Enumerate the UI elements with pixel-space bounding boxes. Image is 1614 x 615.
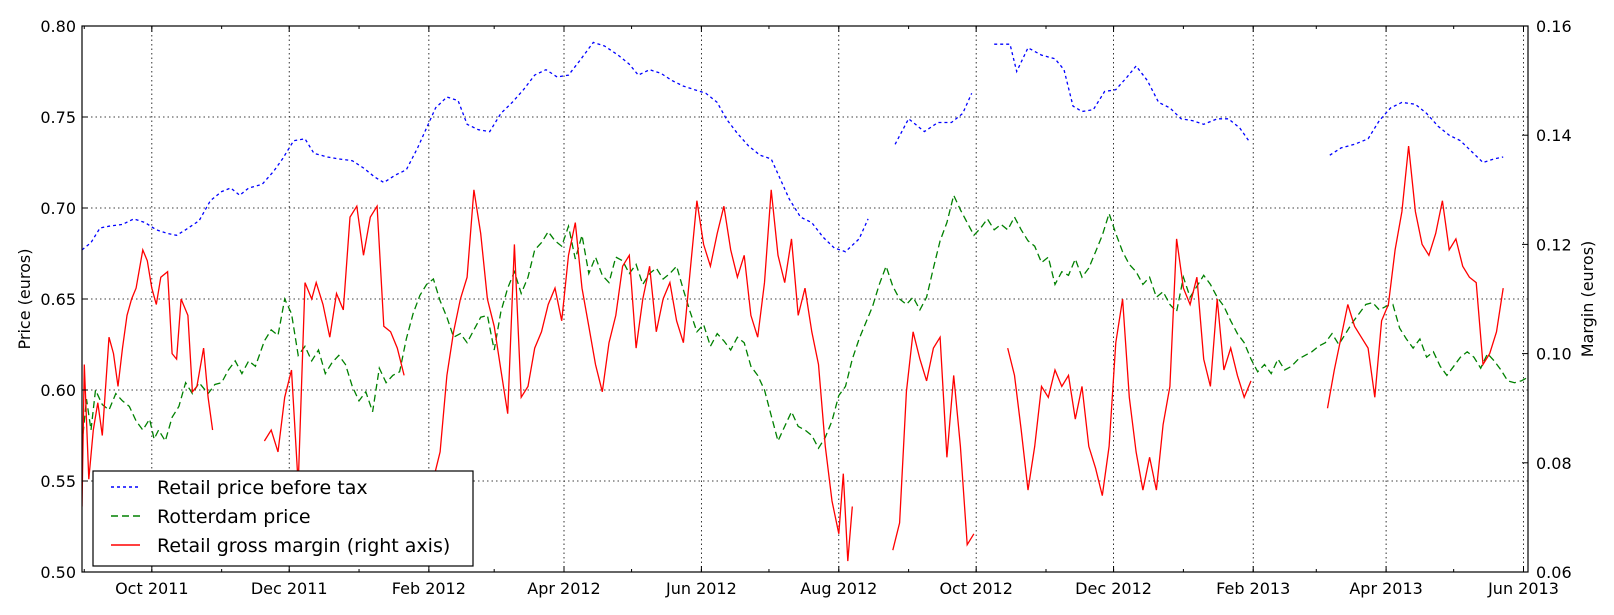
series-line-retail-gross-margin-right-axis (1007, 238, 1252, 496)
series-line-retail-gross-margin-right-axis (892, 331, 975, 551)
series-line-retail-gross-margin-right-axis (82, 247, 214, 507)
legend-box (92, 470, 474, 567)
y-tick-label: 0.65 (40, 290, 76, 309)
y2-tick-label: 0.14 (1536, 126, 1572, 145)
series-line-rotterdam-price (82, 193, 1528, 450)
y-axis-label: Price (euros) (15, 249, 34, 350)
y-axis-right: 0.06 0.08 0.10 0.12 0.14 0.16 (1522, 17, 1572, 582)
x-axis: Oct 2011 Dec 2011 Feb 2012 Apr 2012 Jun 2012… (83, 26, 1559, 598)
legend-label-rotterdam-price: Rotterdam price (157, 506, 311, 528)
x-tick-label: Jun 2013 (1487, 579, 1559, 598)
y2-tick-label: 0.08 (1536, 454, 1572, 473)
x-tick-label: Dec 2012 (1075, 579, 1152, 598)
x-tick-label: Apr 2012 (527, 579, 600, 598)
y-tick-label: 0.60 (40, 381, 76, 400)
y-tick-label: 0.50 (40, 563, 76, 582)
y-tick-label: 0.75 (40, 108, 76, 127)
x-tick-label: Oct 2011 (115, 579, 188, 598)
x-tick-label: Aug 2012 (800, 579, 877, 598)
x-tick-label: Oct 2012 (939, 579, 1012, 598)
series-line-retail-price-before-tax (994, 43, 1250, 142)
series-line-retail-price-before-tax (82, 41, 869, 253)
x-tick-label: Dec 2011 (251, 579, 328, 598)
series-line-retail-gross-margin-right-axis (263, 204, 405, 485)
series-line-retail-gross-margin-right-axis (1326, 146, 1504, 409)
series-line-retail-gross-margin-right-axis (423, 189, 853, 562)
legend-label-retail-price: Retail price before tax (157, 477, 368, 499)
series-line-retail-price-before-tax (1329, 101, 1504, 164)
x-tick-label: Apr 2013 (1349, 579, 1422, 598)
x-tick-label: Feb 2012 (392, 579, 466, 598)
y-tick-label: 0.80 (40, 17, 76, 36)
y2-tick-label: 0.16 (1536, 17, 1572, 36)
y2-tick-label: 0.12 (1536, 235, 1572, 254)
series-lines (82, 41, 1528, 562)
x-tick-label: Feb 2013 (1216, 579, 1290, 598)
y2-tick-label: 0.06 (1536, 563, 1572, 582)
series-line-retail-price-before-tax (894, 93, 973, 145)
legend: Retail price before tax Rotterdam price … (92, 470, 474, 567)
legend-label-retail-margin: Retail gross margin (right axis) (157, 535, 450, 557)
y-axis-left: 0.50 0.55 0.60 0.65 0.70 0.75 0.80 (40, 17, 88, 582)
y2-axis-label: Margin (euros) (1578, 241, 1597, 358)
x-tick-label: Jun 2012 (665, 579, 737, 598)
y2-tick-label: 0.10 (1536, 345, 1572, 364)
y-tick-label: 0.55 (40, 472, 76, 491)
y-tick-label: 0.70 (40, 199, 76, 218)
